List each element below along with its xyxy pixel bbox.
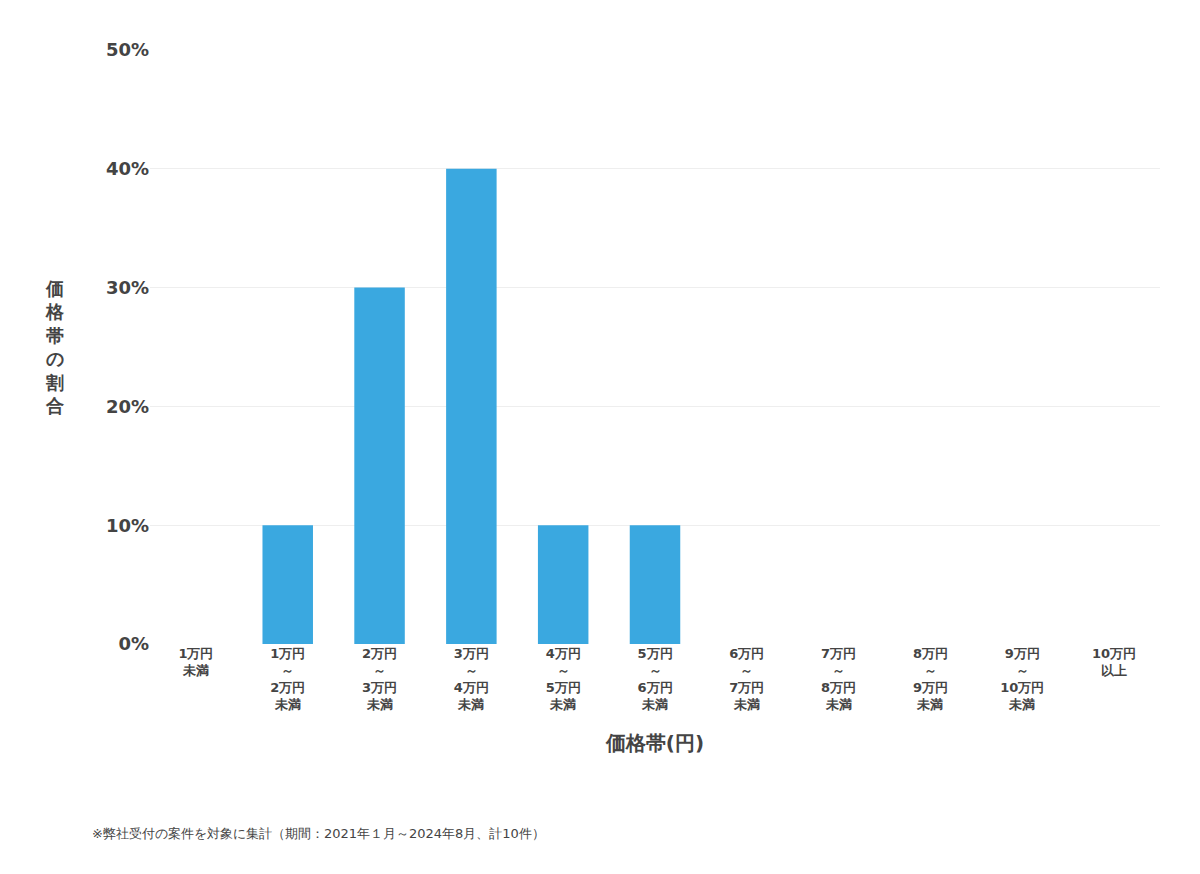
svg-text:価格帯(円): 価格帯(円) xyxy=(605,731,704,755)
svg-text:50%: 50% xyxy=(106,39,149,60)
svg-text:4万円～5万円未満: 4万円～5万円未満 xyxy=(546,646,581,712)
svg-text:5万円～6万円未満: 5万円～6万円未満 xyxy=(637,646,672,712)
svg-text:※弊社受付の案件を対象に集計（期間：2021年１月～2024: ※弊社受付の案件を対象に集計（期間：2021年１月～2024年8月、計10件） xyxy=(92,826,545,841)
svg-text:30%: 30% xyxy=(106,277,149,298)
svg-text:1万円未満: 1万円未満 xyxy=(178,646,213,678)
svg-text:6万円～7万円未満: 6万円～7万円未満 xyxy=(729,646,764,712)
svg-text:20%: 20% xyxy=(106,396,149,417)
svg-text:2万円～3万円未満: 2万円～3万円未満 xyxy=(362,646,397,712)
svg-text:40%: 40% xyxy=(106,158,149,179)
svg-text:10%: 10% xyxy=(106,515,149,536)
svg-text:0%: 0% xyxy=(118,633,149,654)
svg-text:3万円～4万円未満: 3万円～4万円未満 xyxy=(454,646,489,712)
svg-text:8万円～9万円未満: 8万円～9万円未満 xyxy=(913,646,948,712)
svg-text:9万円～10万円未満: 9万円～10万円未満 xyxy=(1000,646,1044,712)
svg-text:7万円～8万円未満: 7万円～8万円未満 xyxy=(821,646,856,712)
svg-text:1万円～2万円未満: 1万円～2万円未満 xyxy=(270,646,305,712)
svg-text:価格帯の割合: 価格帯の割合 xyxy=(45,278,65,416)
svg-text:10万円以上: 10万円以上 xyxy=(1092,646,1136,678)
